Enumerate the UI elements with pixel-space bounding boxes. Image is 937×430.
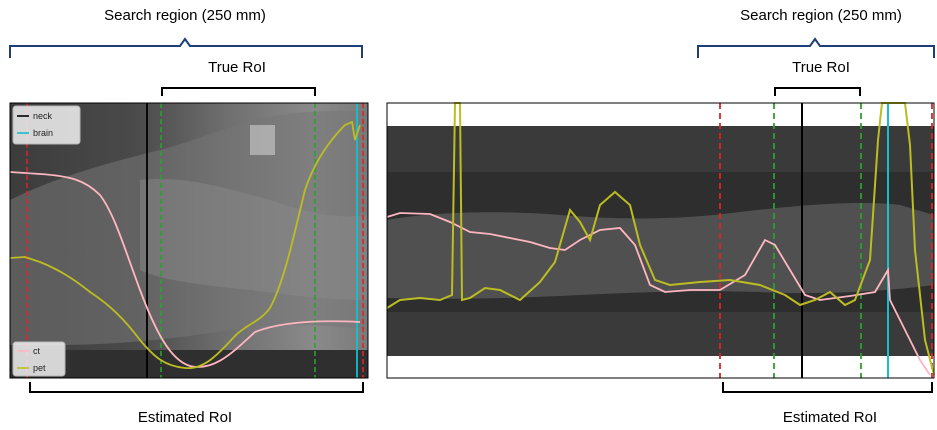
estimated-roi-brace-left	[29, 382, 364, 393]
search-region-label-left: Search region (250 mm)	[104, 7, 266, 24]
legend-ct-label: ct	[33, 346, 41, 356]
legend-top: neck brain	[12, 105, 81, 145]
estimated-roi-label-right: Estimated RoI	[783, 409, 877, 426]
left-bottom-dark	[10, 350, 368, 378]
true-roi-brace-right	[774, 87, 861, 96]
true-roi-brace-left	[161, 87, 316, 96]
left-bright-spot	[250, 125, 275, 155]
right-pet-curve	[386, 102, 935, 376]
estimated-roi-brace-right	[722, 382, 933, 393]
legend-bottom: ct pet	[12, 341, 66, 377]
right-panel-frame	[386, 102, 935, 379]
true-roi-label-left: True RoI	[208, 59, 266, 76]
legend-brain-label: brain	[33, 128, 53, 138]
legend-neck-label: neck	[33, 111, 53, 121]
left-pet-curve	[9, 120, 361, 369]
search-region-label-right: Search region (250 mm)	[740, 7, 902, 24]
left-panel: neck brain ct pet	[9, 102, 369, 379]
true-roi-label-right: True RoI	[792, 59, 850, 76]
left-panel-frame	[9, 102, 369, 379]
left-anatomy-2	[140, 179, 368, 300]
right-panel	[386, 102, 935, 379]
right-ct-curve	[386, 212, 931, 376]
search-region-brace-left	[9, 37, 363, 58]
right-anatomy	[387, 202, 934, 299]
estimated-roi-label-left: Estimated RoI	[138, 409, 232, 426]
legend-pet-label: pet	[33, 363, 46, 373]
search-region-brace-right	[697, 37, 935, 58]
left-ct-curve	[9, 171, 361, 368]
